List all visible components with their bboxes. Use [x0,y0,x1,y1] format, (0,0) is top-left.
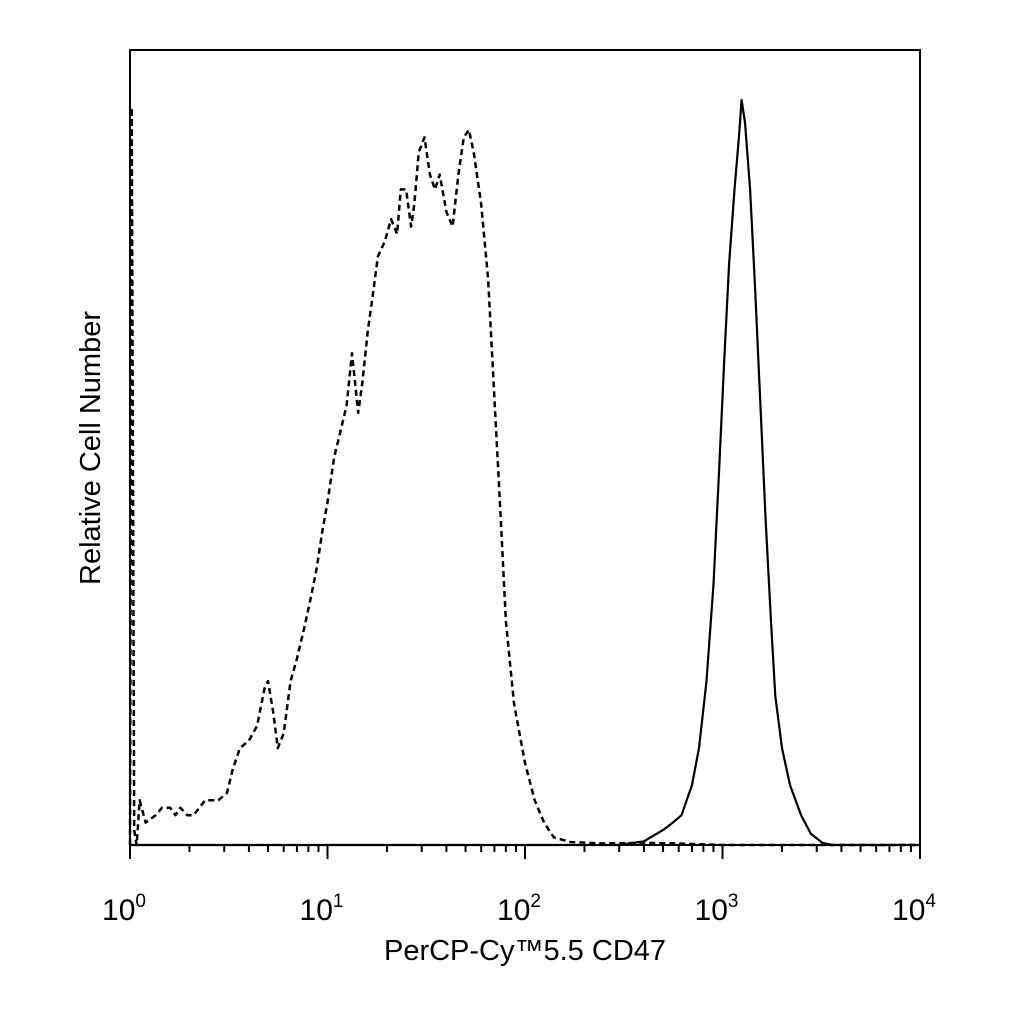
x-axis-title: PerCP-Cy™5.5 CD47 [384,935,666,967]
series-line-dashed [128,106,920,847]
x-tick-label: 103 [695,891,739,927]
x-tick-labels: 100 101 102 103 104 [102,891,936,927]
x-minor-ticks [188,845,912,852]
x-tick-label: 102 [497,891,541,927]
plot-frame [129,49,921,846]
series-line-solid [130,98,920,847]
x-tick-label: 104 [892,891,936,927]
y-axis-title: Relative Cell Number [75,311,107,585]
x-tick-label: 100 [102,891,146,927]
x-tick-label: 101 [300,891,344,927]
x-major-ticks [129,845,921,859]
series-layer [128,98,920,847]
